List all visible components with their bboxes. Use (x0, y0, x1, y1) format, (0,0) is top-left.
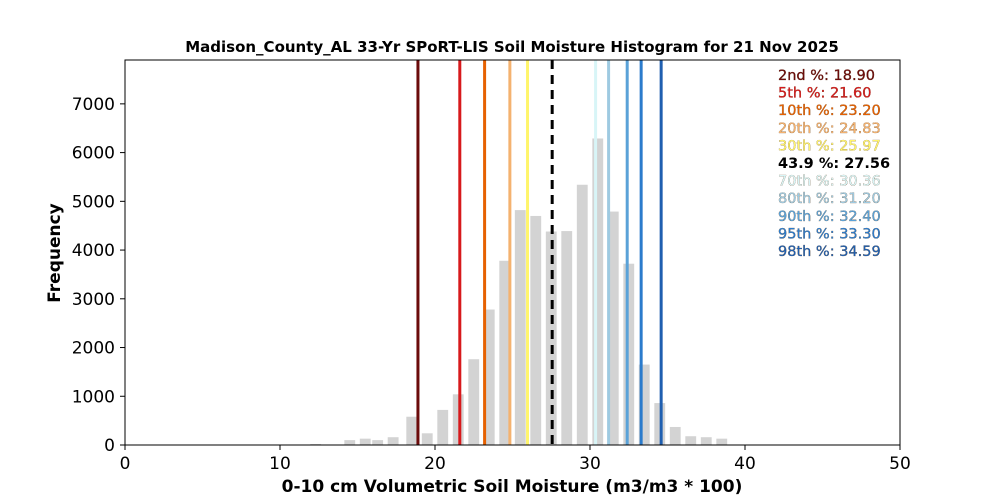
plot-frame (124, 59, 901, 446)
histogram-bar (685, 436, 697, 445)
x-axis-label: 0-10 cm Volumetric Soil Moisture (m3/m3 … (282, 477, 743, 497)
x-tick-label: 50 (889, 454, 911, 474)
histogram-bar (700, 437, 712, 445)
histogram-bar (437, 409, 449, 445)
histogram-bar (669, 426, 681, 445)
y-tick-label: 5000 (72, 192, 115, 212)
histogram-bar (638, 364, 650, 445)
y-tick-label: 4000 (72, 241, 115, 261)
x-tick-label: 40 (734, 454, 756, 474)
x-tick-label: 10 (269, 454, 291, 474)
histogram-bar (359, 438, 371, 445)
histogram-bar (421, 433, 433, 445)
histogram-bar (716, 438, 728, 445)
legend-percentile-label: 95th %: 33.30 (778, 226, 881, 242)
histogram-bar (623, 263, 635, 445)
histogram-bar (406, 416, 418, 445)
y-tick-label: 6000 (72, 144, 115, 164)
histogram-bar (344, 440, 356, 445)
legend-percentile-label: 5th %: 21.60 (778, 86, 872, 102)
x-axis-ticks: 0 10 20 30 40 50 (120, 445, 911, 474)
x-tick-label: 0 (120, 454, 131, 474)
bars-layer (294, 138, 728, 445)
histogram-bar (387, 437, 399, 445)
y-tick-label: 3000 (72, 290, 115, 310)
legend-percentile-label: 98th %: 34.59 (778, 244, 881, 260)
y-axis-label: Frequency (45, 203, 65, 303)
y-axis-ticks: 0 1000 2000 3000 4000 5000 6000 7000 (72, 95, 125, 456)
histogram-bar (514, 210, 526, 445)
histogram-bar (468, 359, 480, 445)
histogram-bar (561, 231, 573, 445)
legend-percentile-label: 30th %: 25.97 (778, 138, 881, 154)
histogram-bar (607, 211, 619, 445)
y-tick-label: 0 (104, 436, 115, 456)
chart-title: Madison_County_AL 33-Yr SPoRT-LIS Soil M… (185, 38, 839, 56)
histogram-bar (576, 184, 588, 445)
x-tick-label: 20 (424, 454, 446, 474)
y-tick-label: 7000 (72, 95, 115, 115)
histogram-bar (483, 309, 495, 445)
percentile-lines-layer (416, 60, 663, 445)
histogram-bar (530, 215, 542, 445)
legend-percentile-label: 43.9 %: 27.56 (778, 156, 890, 172)
histogram-bar (592, 138, 604, 445)
y-tick-label: 2000 (72, 339, 115, 359)
legend-percentile-label: 10th %: 23.20 (778, 103, 881, 119)
histogram-bar (452, 394, 464, 445)
histogram-bar (372, 440, 384, 445)
legend-percentile-label: 80th %: 31.20 (778, 191, 881, 207)
legend-percentile-label: 20th %: 24.83 (778, 121, 881, 137)
legend-percentile-label: 90th %: 32.40 (778, 209, 881, 225)
y-tick-label: 1000 (72, 387, 115, 407)
legend-percentile-label: 2nd %: 18.90 (778, 68, 875, 84)
legend-percentile-label: 70th %: 30.36 (778, 174, 881, 190)
x-tick-label: 30 (579, 454, 601, 474)
histogram-bar (499, 260, 511, 445)
